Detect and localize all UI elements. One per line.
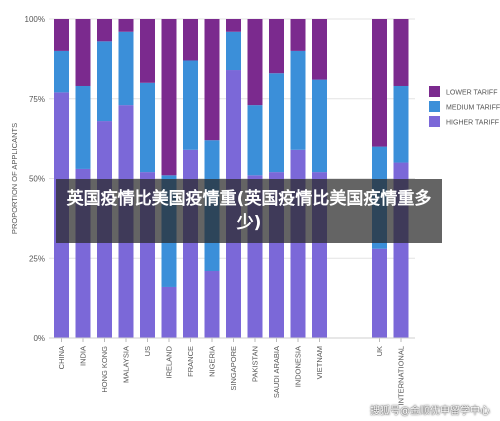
x-tick-label: FRANCE: [186, 346, 195, 377]
bar-segment: [75, 85, 91, 169]
legend-label: LOWER TARIFF: [446, 90, 497, 97]
legend-label: HIGHER TARIFF: [446, 120, 499, 127]
bar-segment: [247, 19, 263, 106]
bar-segment: [161, 19, 177, 176]
title-banner: 英国疫情比美国疫情重(英国疫情比美国疫情重多少): [56, 179, 442, 243]
x-tick-label: NIGERIA: [208, 346, 217, 377]
bar-segment: [161, 286, 177, 338]
bar-segment: [269, 73, 284, 173]
bar-segment: [393, 19, 409, 86]
bar-segment: [54, 19, 69, 51]
overlay-title: 英国疫情比美国疫情重(英国疫情比美国疫情重多少): [66, 189, 432, 233]
bar-segment: [226, 31, 241, 71]
y-axis-title: PROPORTION OF APPLICANTS: [10, 123, 19, 234]
bar-segment: [204, 271, 220, 338]
legend-swatch: [429, 101, 440, 112]
x-tick-label: IRELAND: [165, 345, 174, 378]
legend-swatch: [429, 86, 440, 97]
x-tick-label: INDONESIA: [294, 346, 303, 387]
source-watermark: 搜狐号@金顺优申留学中心: [370, 406, 490, 417]
y-tick-label: 75%: [29, 95, 45, 104]
x-tick-label: UK: [375, 346, 384, 356]
bar-segment: [75, 19, 91, 86]
bar-segment: [269, 19, 284, 74]
bar-segment: [140, 19, 155, 83]
bar-segment: [290, 19, 306, 51]
bar-segment: [204, 19, 220, 141]
bar-segment: [183, 60, 198, 150]
bar-segment: [393, 85, 409, 163]
bar-segment: [226, 19, 241, 32]
bar-segment: [97, 19, 112, 42]
x-tick-label: US: [143, 346, 152, 356]
legend-swatch: [429, 116, 440, 127]
y-tick-label: 50%: [29, 175, 45, 184]
y-tick-label: 100%: [25, 15, 45, 24]
x-tick-label: MALAYSIA: [122, 346, 131, 383]
x-tick-label: SINGAPORE: [229, 346, 238, 391]
bar-segment: [372, 19, 387, 147]
x-tick-label: SAUDI ARABIA: [272, 346, 281, 398]
x-tick-label: INDIA: [79, 346, 88, 366]
bar-segment: [97, 41, 112, 122]
x-tick-label: INTERNATIONAL: [397, 346, 406, 405]
bar-segment: [183, 19, 198, 61]
bar-segment: [118, 19, 134, 32]
x-tick-label: VIETNAM: [315, 346, 324, 379]
bar-segment: [247, 105, 263, 176]
x-tick-label: HONG KONG: [100, 346, 109, 393]
x-tick-label: PAKISTAN: [251, 346, 260, 382]
bar-segment: [54, 50, 69, 93]
x-tick-label: CHINA: [57, 346, 66, 369]
legend-label: MEDIUM TARIFF: [446, 105, 500, 112]
y-tick-label: 0%: [33, 334, 45, 343]
bar-segment: [118, 31, 134, 106]
bar-segment: [140, 82, 155, 173]
y-tick-label: 25%: [29, 254, 45, 263]
bar-segment: [372, 248, 387, 338]
bar-segment: [290, 50, 306, 150]
bar-segment: [312, 79, 327, 173]
bar-segment: [312, 19, 327, 80]
